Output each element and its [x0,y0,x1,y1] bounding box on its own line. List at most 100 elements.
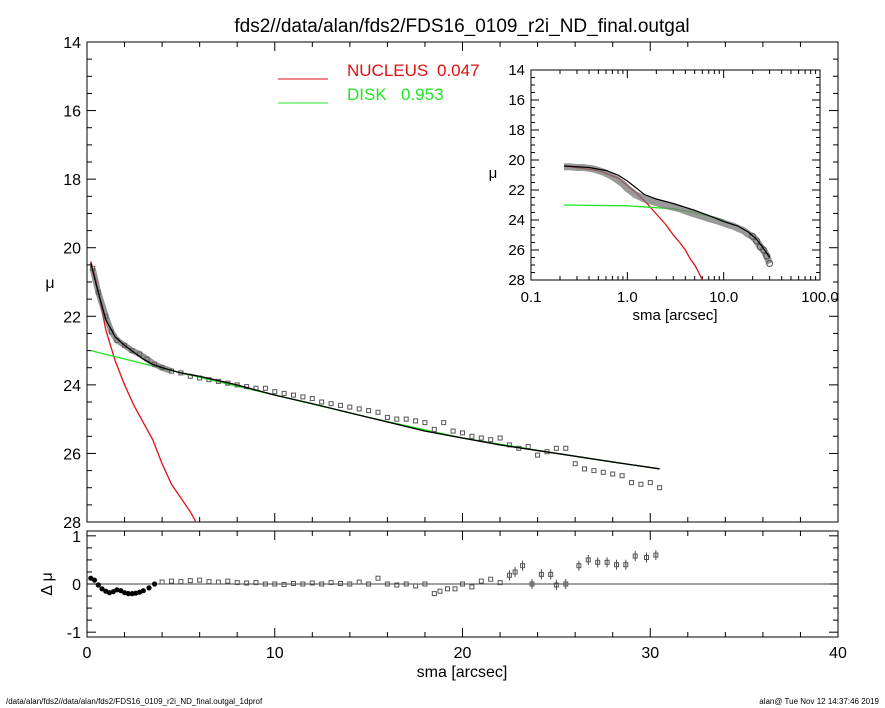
resid-y-tick-label: 1 [72,529,81,546]
data-point [366,408,372,414]
residual-point [512,569,518,575]
residual-point [413,583,419,589]
inset-x-tick-label: 1.0 [617,289,638,306]
residual-point [653,552,659,558]
inset-data-point [753,237,761,245]
series-nucleus-line [90,261,197,522]
residual-point [431,591,437,597]
residual-point [563,581,569,587]
residual-point [234,580,240,586]
legend-value-nucleus: 0.047 [437,61,480,80]
inset-y-tick-label: 28 [508,272,525,289]
data-point [413,418,419,424]
residual-point [146,585,152,591]
main-y-axis-label: μ [45,275,54,292]
inset-y-tick-label: 26 [508,242,525,259]
inset-y-tick-label: 14 [508,62,525,79]
chart-title: fds2//data/alan/fds2/FDS16_0109_r2i_ND_f… [234,16,689,37]
data-point [338,402,343,408]
inset-plot-frame [530,69,821,281]
data-point [450,428,456,434]
inset-data-band [564,163,773,265]
residual-point [529,581,535,587]
residual-point [356,579,362,585]
resid-y-tick-label: -1 [67,625,81,642]
inset-y-axis-label: μ [489,165,498,182]
inset-x-axis-label: sma [arcsec] [632,307,717,324]
inset-data-point [749,233,757,240]
data-point [469,433,475,439]
data-point [422,420,428,426]
data-point [394,416,400,422]
data-point [610,471,616,477]
residual-point [125,591,131,597]
inset-y-tick-label: 22 [508,182,525,199]
residual-point [347,581,353,587]
residual-point [394,582,400,588]
residual-point [169,578,174,584]
residual-point [520,563,526,569]
main-y-tick-label: 28 [63,515,81,532]
x-tick-label: 10 [266,645,284,662]
data-point [291,392,296,398]
data-point [309,396,315,402]
residual-point [644,555,649,560]
residual-point [187,578,193,584]
residual-point [585,557,591,563]
residual-point [488,576,494,582]
resid-y-tick-label: 0 [72,577,81,594]
residual-point [460,581,465,587]
residual-point [281,582,287,587]
data-point [272,389,278,395]
data-point [582,466,587,472]
footer-timestamp: alan@ Tue Nov 12 14:37:46 2019 [759,697,879,706]
residual-point [384,581,390,587]
residual-point [253,580,259,586]
residual-point [95,582,101,588]
x-tick-label: 40 [829,645,847,662]
data-point [262,385,268,391]
residual-point [319,581,325,587]
series-model-line [90,262,660,470]
residual-point [366,581,372,587]
data-point [319,399,325,405]
x-tick-label: 30 [641,645,659,662]
residual-point [553,582,559,588]
x-axis-label: sma [arcsec] [417,664,508,681]
residual-point [206,579,212,585]
legend-value-disk: 0.953 [401,85,444,104]
residual-point [422,581,428,587]
residual-point [497,580,503,586]
residual-point [538,571,544,577]
main-y-tick-label: 26 [63,446,81,463]
residual-point [99,586,105,592]
data-point [300,394,306,400]
data-point [572,461,578,467]
x-tick-label: 0 [83,645,92,662]
inset-y-tick-label: 18 [508,122,525,139]
data-point [384,414,390,420]
data-point [375,409,381,415]
inset-x-tick-label: 10.0 [709,289,738,306]
residual-point [604,559,610,565]
residual-point [632,553,638,559]
data-point [619,473,625,479]
data-point [591,468,597,474]
data-point [441,420,447,426]
inset-series-model-line [563,165,771,258]
data-point [347,404,353,410]
data-point [497,435,503,441]
residual-point [478,578,484,584]
data-point [563,445,569,451]
data-point [478,435,484,441]
main-y-tick-label: 14 [63,35,81,52]
residual-point [595,559,601,565]
inset-y-tick-label: 24 [508,212,525,229]
residual-point [91,577,98,583]
residual-point [403,581,409,587]
residual-point [338,581,343,586]
residual-point [614,562,619,568]
residual-point [291,581,296,586]
